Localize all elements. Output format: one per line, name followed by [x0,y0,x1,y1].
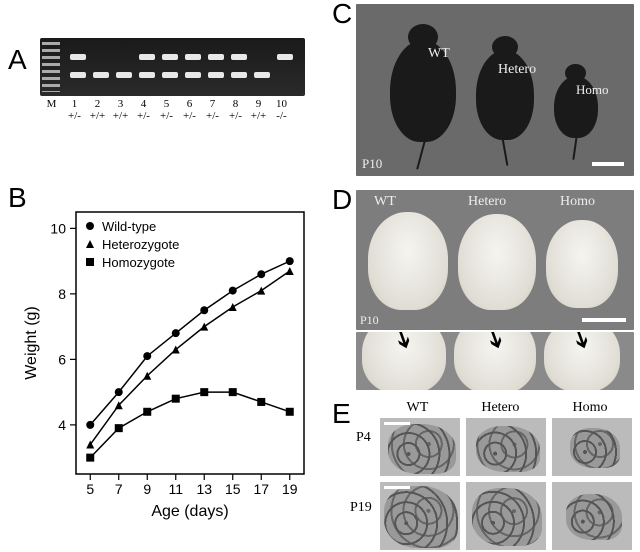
histo-p19-homo [552,482,632,550]
mouse-stage: P10 [362,156,382,172]
svg-text:9: 9 [143,481,151,497]
gel-lane-label-1: 1+/- [63,98,86,122]
histo-row-p19 [380,482,634,552]
brain-label-het: Hetero [468,194,506,210]
brain-het [458,214,536,310]
panelc-scalebar [592,162,624,166]
gel-lane-1 [67,38,89,96]
svg-text:15: 15 [225,481,241,497]
histo-p4-het [466,418,546,476]
mouse-label-het: Hetero [498,62,536,78]
gel-lane-label-3: 3+/+ [109,98,132,122]
gel-lane-4 [136,38,158,96]
mouse-label-wt: WT [428,46,450,62]
svg-text:7: 7 [115,481,123,497]
gel-image [40,38,305,96]
brain-label-homo: Homo [560,194,595,210]
gel-lane-9 [251,38,273,96]
gel-lane-label-4: 4+/- [132,98,155,122]
gel-panel: M 1+/-2+/+3+/+4+/-5+/-6+/-7+/-8+/-9+/+10… [40,38,305,122]
gel-lane-marker: M [40,98,63,122]
svg-text:19: 19 [282,481,298,497]
histology-panel: WT Hetero Homo [380,400,634,552]
svg-text:Wild-type: Wild-type [102,219,156,234]
mouse-het-head [492,36,518,58]
panel-c-label: C [332,0,352,30]
svg-text:8: 8 [58,286,66,302]
gel-lane-7 [205,38,227,96]
histo-p4-homo [552,418,632,476]
svg-text:6: 6 [58,351,66,367]
histo-label-het: Hetero [481,400,519,416]
svg-text:Age (days): Age (days) [151,503,228,520]
mouse-wt-tail [416,140,426,169]
gel-lane-label-9: 9+/+ [247,98,270,122]
brain-wt [368,212,448,310]
paneld-scalebar [582,318,626,322]
panel-d-label: D [332,184,352,216]
mouse-label-homo: Homo [576,82,609,98]
panel-a-label: A [8,44,27,76]
gel-lane-label-6: 6+/- [178,98,201,122]
histo-label-homo: Homo [572,400,607,416]
svg-text:Weight (g): Weight (g) [23,306,40,380]
brain-homo [546,220,618,308]
brain-stage: P10 [360,313,379,328]
histo-p4-wt [380,418,460,476]
mice-photo: WT Hetero Homo P10 [356,4,634,176]
svg-text:Heterozygote: Heterozygote [102,237,179,252]
mouse-homo-tail [572,136,577,160]
gel-lane-3 [113,38,135,96]
mouse-homo-head [565,64,586,82]
gel-lane-label-10: 10-/- [270,98,293,122]
panel-e-label: E [332,398,351,430]
gel-lane-6 [182,38,204,96]
gel-lane-labels: M 1+/-2+/+3+/+4+/-5+/-6+/-7+/-8+/-9+/+10… [40,98,305,122]
histo-row-p4 [380,418,634,478]
gel-lane-label-5: 5+/- [155,98,178,122]
brains-top: WT Hetero Homo P10 [356,190,634,330]
chart-svg: 5 7 9 11 13 15 17 19 4 6 8 10 Age (days) Weight (g) Wi… [18,202,316,520]
svg-text:17: 17 [253,481,269,497]
gel-lane-label-2: 2+/+ [86,98,109,122]
brain-label-wt: WT [374,194,396,210]
growth-chart: 5 7 9 11 13 15 17 19 4 6 8 10 Age (days) Weight (g) Wi… [18,202,316,520]
histo-row-label-p19: P19 [350,500,372,516]
histo-p19-het [466,482,546,550]
svg-text:11: 11 [168,481,183,497]
gel-lane-8 [228,38,250,96]
gel-lane-2 [90,38,112,96]
svg-text:13: 13 [196,481,212,497]
svg-text:Homozygote: Homozygote [102,255,175,270]
mouse-het-tail [502,138,509,166]
histo-row-label-p4: P4 [356,430,371,446]
gel-lane-label-7: 7+/- [201,98,224,122]
histo-p19-wt [380,482,460,550]
gel-lane-10 [274,38,296,96]
svg-text:4: 4 [58,417,66,433]
brains-closeup: ➔ ➔ ➔ [356,332,634,390]
gel-lane-5 [159,38,181,96]
histo-label-wt: WT [407,400,429,416]
svg-text:10: 10 [50,220,66,236]
svg-text:5: 5 [86,481,94,497]
gel-lane-label-8: 8+/- [224,98,247,122]
